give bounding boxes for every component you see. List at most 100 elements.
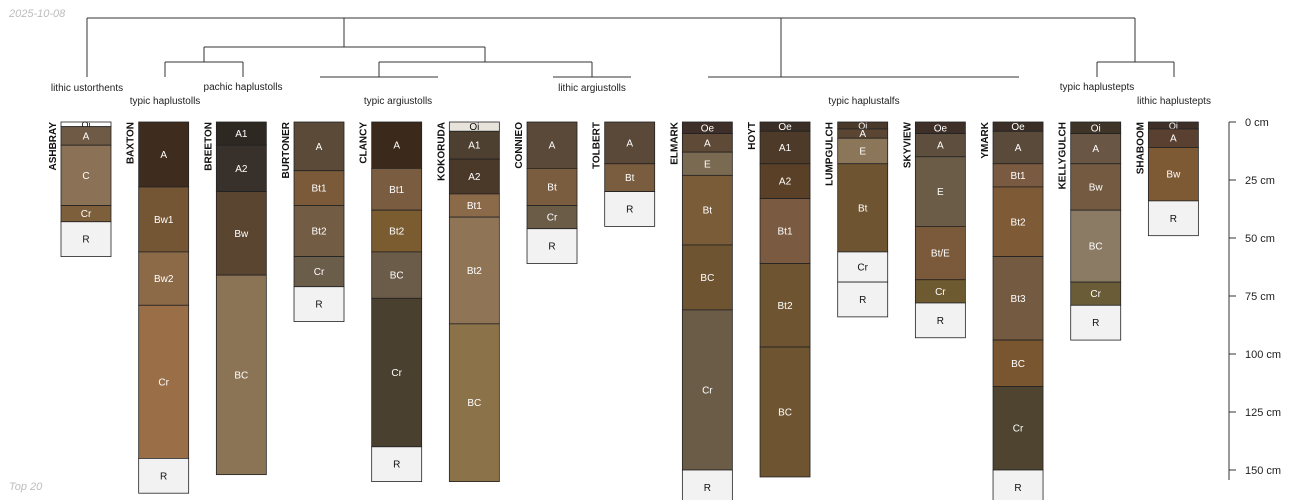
profile-name: ELMARK (669, 121, 680, 165)
horizon-block (138, 186, 190, 253)
horizon-label: Oi (1169, 121, 1178, 131)
horizon-label: Bw2 (154, 274, 174, 285)
soil-profile: ELMARK Oe AE Bt BC Cr R (669, 121, 733, 500)
horizon-block (681, 309, 733, 471)
profile-name: BURTONER (281, 121, 292, 178)
horizon-label: Oi (82, 120, 91, 130)
horizon-label: A (160, 150, 167, 161)
horizon-block (759, 346, 811, 478)
horizon-block (759, 163, 811, 199)
horizon-label: E (859, 147, 866, 158)
horizon-label: Bt (547, 182, 557, 193)
horizon-block (681, 244, 733, 311)
horizon-block (681, 174, 733, 246)
group-label: typic haplustepts (1060, 82, 1135, 93)
axis-tick-label: 50 cm (1245, 233, 1275, 245)
horizon-block (759, 198, 811, 264)
soil-profile: BURTONER A Bt1 Bt2 Cr R (281, 121, 345, 322)
horizon-label: Bw1 (154, 215, 174, 226)
horizon-block (138, 457, 190, 494)
dendrogram (86, 17, 1175, 78)
horizon-label: Oe (1011, 122, 1025, 133)
horizon-label: Oe (934, 123, 948, 134)
profile-name: YMARK (980, 121, 991, 158)
horizon-block (992, 386, 1044, 471)
soil-profile: KOKORUDA Oi A1 A2 Bt1 Bt2 BC (436, 121, 500, 482)
profile-name: KELLYGULCH (1058, 122, 1069, 189)
horizon-block (371, 167, 423, 211)
horizon-label: R (393, 460, 400, 471)
horizon-label: Bt (625, 173, 635, 184)
horizon-label: Bt1 (389, 185, 404, 196)
soil-profile: TOLBERT A Bt R (592, 121, 656, 227)
horizon-label: R (626, 205, 633, 216)
horizon-label: Bt1 (312, 184, 327, 195)
profile-name: CLANCY (359, 122, 370, 164)
horizon-label: A (393, 141, 400, 152)
horizon-block (526, 167, 578, 206)
horizon-label: Bt1 (467, 201, 482, 212)
horizon-block (681, 469, 733, 500)
horizon-block (992, 469, 1044, 500)
horizon-label: A (937, 141, 944, 152)
horizon-label: Bt3 (1011, 294, 1026, 305)
horizon-block (293, 286, 345, 322)
soil-profile: CONNIEO A Bt Cr R (514, 121, 578, 264)
profile-name: ASHBRAY (48, 122, 59, 171)
horizon-label: BC (467, 398, 481, 409)
horizon-label: A (626, 138, 633, 149)
horizon-label: Bt1 (1011, 171, 1026, 182)
horizon-label: A (549, 141, 556, 152)
horizon-label: Cr (547, 213, 558, 224)
axis-tick-label: 100 cm (1245, 349, 1281, 361)
horizon-block (914, 225, 966, 281)
profile-name: HOYT (747, 122, 758, 150)
horizon-label: R (1092, 318, 1099, 329)
horizon-label: BC (700, 273, 714, 284)
axis-tick-label: 75 cm (1245, 291, 1275, 303)
horizon-label: Bt2 (1011, 217, 1026, 228)
horizon-label: BC (778, 408, 792, 419)
horizon-label: Bt2 (312, 227, 327, 238)
horizon-label: Cr (314, 267, 325, 278)
group-label: lithic haplustepts (1137, 96, 1211, 107)
horizon-label: Bt (858, 203, 868, 214)
soil-profile: HOYT Oe A1 A2 Bt1 Bt2 BC (747, 121, 811, 478)
horizon-block (371, 251, 423, 299)
group-labels: lithic ustorthents typic haplustolls pac… (51, 82, 1211, 107)
profile-name: SKYVIEW (902, 121, 913, 168)
horizon-label: Bt (703, 206, 713, 217)
horizon-label: Oi (469, 122, 479, 133)
horizon-label: C (82, 171, 89, 182)
profile-name: KOKORUDA (436, 122, 447, 181)
horizon-label: A (1015, 143, 1022, 154)
horizon-label: A1 (468, 141, 481, 152)
horizon-label: Cr (1013, 424, 1024, 435)
horizon-label: Cr (81, 209, 92, 220)
horizon-label: Cr (391, 368, 402, 379)
horizon-label: Cr (702, 385, 713, 396)
horizon-label: A2 (235, 164, 248, 175)
horizon-label: E (704, 159, 711, 170)
profile-name: LUMPGULCH (825, 122, 836, 186)
horizon-block (1147, 200, 1199, 237)
horizon-label: R (859, 295, 866, 306)
horizon-label: A (859, 129, 866, 140)
horizon-block (526, 228, 578, 264)
group-label: lithic argiustolls (558, 83, 626, 94)
footer-caption: Top 20 (9, 481, 43, 493)
horizon-block (60, 221, 112, 257)
horizon-label: A1 (779, 143, 792, 154)
group-label: pachic haplustolls (204, 82, 283, 93)
horizon-block (837, 251, 889, 283)
horizon-label: Bt2 (778, 301, 793, 312)
horizon-label: BC (1089, 242, 1103, 253)
horizon-block (138, 121, 190, 188)
horizon-label: Bw (1089, 182, 1104, 193)
horizon-label: Cr (935, 287, 946, 298)
horizon-block (371, 209, 423, 253)
horizon-block (837, 137, 889, 165)
